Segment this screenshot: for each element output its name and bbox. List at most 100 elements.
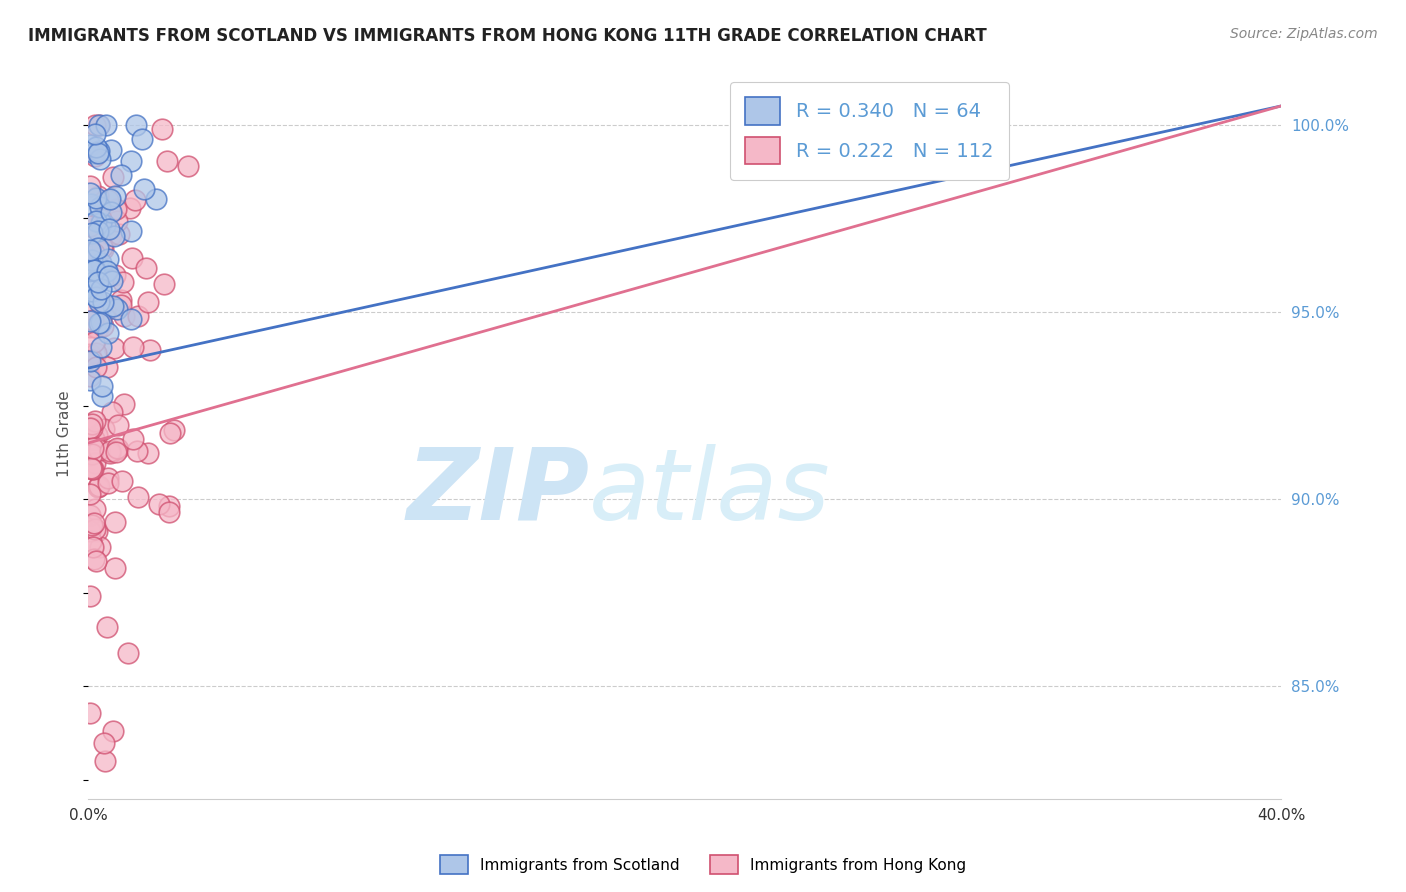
Point [177,159,200,173]
Point [87,241,110,255]
Point [121,433,143,447]
Point [84,214,107,228]
Point [79,353,101,368]
Point [79,347,101,361]
Point [91,243,114,257]
Point [79,420,101,434]
Y-axis label: 11th Grade: 11th Grade [58,391,72,477]
Point [103,515,125,529]
Point [87,145,110,160]
Point [120,153,142,168]
Point [83,433,105,447]
Point [82,462,104,476]
Point [82,275,104,289]
Point [80,352,103,367]
Point [104,561,127,575]
Point [87,188,110,202]
Point [136,445,159,459]
Point [110,297,132,311]
Point [148,497,170,511]
Point [107,442,129,456]
Point [79,534,101,549]
Point [156,154,179,169]
Point [117,646,139,660]
Point [98,221,121,235]
Point [83,263,105,277]
Point [112,276,135,290]
Point [163,423,186,437]
Point [79,486,101,500]
Point [84,359,107,374]
Point [124,193,146,207]
Point [91,389,114,403]
Point [121,339,143,353]
Point [83,320,105,334]
Point [86,290,108,304]
Point [98,446,121,460]
Point [89,294,111,309]
Point [79,281,101,295]
Point [87,118,110,132]
Point [145,192,167,206]
Point [105,442,128,456]
Point [84,554,107,568]
Point [110,168,132,182]
Point [93,735,115,749]
Point [97,326,120,341]
Point [87,480,110,494]
Point [83,118,105,132]
Point [132,182,155,196]
Point [86,321,108,335]
Point [84,191,107,205]
Point [90,212,112,227]
Point [87,442,110,457]
Point [84,501,107,516]
Point [101,274,124,288]
Point [83,287,105,301]
Point [90,240,112,254]
Point [105,445,128,459]
Point [93,304,115,318]
Point [93,422,115,436]
Point [89,118,111,132]
Point [96,360,118,375]
Point [79,448,101,462]
Point [107,227,129,242]
Point [82,284,104,298]
Point [91,379,114,393]
Point [83,127,105,141]
Point [105,302,128,317]
Point [86,140,108,154]
Point [84,148,107,162]
Point [83,522,105,536]
Point [121,252,143,266]
Point [94,754,117,768]
Point [125,118,148,132]
Point [89,540,111,554]
Point [97,475,120,490]
Point [107,417,129,432]
Point [91,318,114,333]
Point [103,228,125,243]
Point [139,343,162,357]
Point [82,540,104,554]
Point [97,471,120,485]
Point [83,446,105,460]
Point [87,259,110,273]
Point [93,218,115,232]
Point [157,505,180,519]
Point [79,508,101,523]
Point [90,256,112,270]
Point [120,311,142,326]
Point [105,213,128,227]
Point [82,441,104,455]
Point [86,524,108,538]
Point [80,244,103,259]
Point [79,706,101,721]
Point [83,246,105,260]
Point [83,335,105,350]
Point [100,205,122,219]
Point [90,315,112,329]
Point [82,252,104,267]
Point [98,192,121,206]
